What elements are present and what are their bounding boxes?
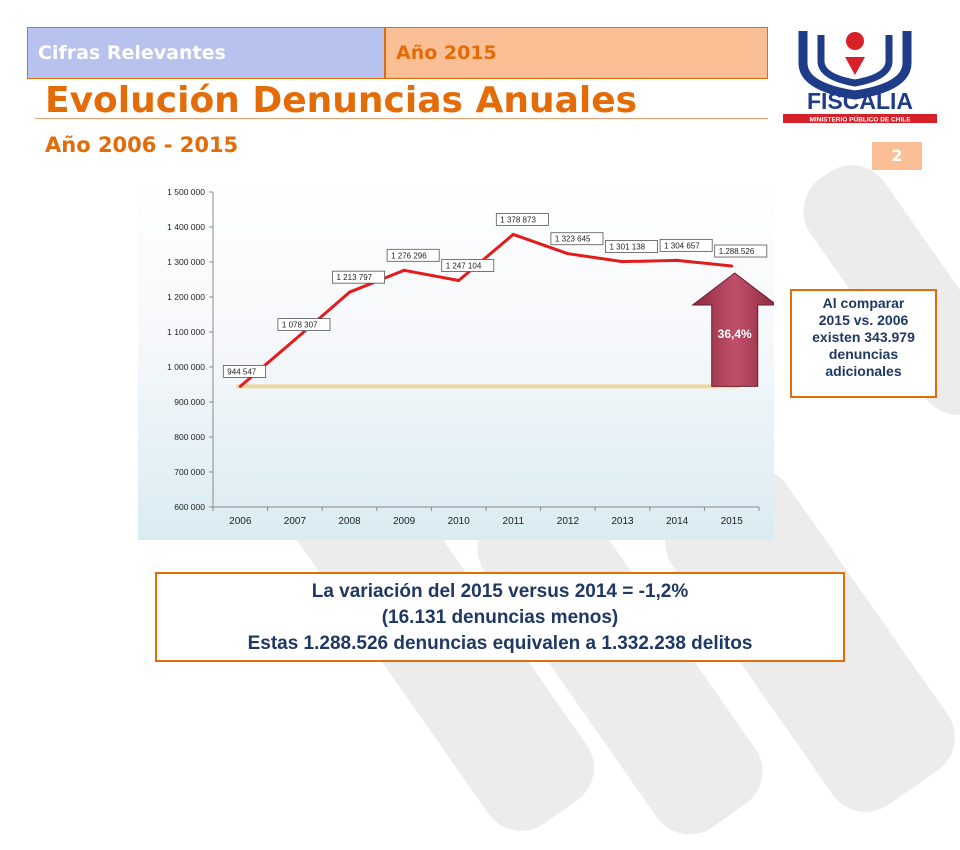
- data-label: 1 301 138: [605, 240, 658, 254]
- x-tick-label: 2011: [503, 516, 525, 527]
- data-label: 1 304 657: [659, 238, 713, 252]
- growth-arrow: [691, 272, 774, 387]
- data-label: 1 378 873: [495, 212, 549, 226]
- data-label: 1 213 797: [332, 270, 385, 284]
- x-axis: 2006 2007 2008 2009 2010 2011 2012 2013 2014 2015: [212, 506, 760, 527]
- callout-line: denuncias: [828, 346, 899, 362]
- data-point: [348, 290, 351, 294]
- x-tick-label: 2014: [666, 516, 689, 527]
- x-tick-label: 2009: [393, 516, 416, 527]
- data-label: 1 323 645: [550, 232, 604, 246]
- callout-line: Al comparar: [822, 295, 905, 311]
- data-label: 1 276 296: [386, 248, 440, 262]
- data-label-text: 1 304 657: [664, 241, 700, 250]
- data-label: 944 547: [222, 365, 267, 378]
- data-label-text: 1 323 645: [555, 235, 591, 244]
- tab-year: Año 2015: [385, 27, 768, 79]
- logo-tagline: MINISTERIO PÚBLICO DE CHILE: [809, 115, 911, 124]
- annual-complaints-chart: 600 000 700 000 800 000 900 000 1 000 000 1 1…: [138, 177, 774, 540]
- y-tick-label: 1 000 000: [167, 362, 205, 372]
- fiscalia-logo: FISCALIA MINISTERIO PÚBLICO DE CHILE: [783, 31, 937, 124]
- series-line: [239, 232, 732, 388]
- data-point: [293, 338, 297, 342]
- callout-line: adicionales: [825, 363, 902, 379]
- data-label-text: 1 378 873: [500, 215, 536, 224]
- comparison-callout: Al comparar 2015 vs. 2006 existen 343.97…: [790, 289, 937, 398]
- y-tick-label: 800 000: [174, 432, 205, 442]
- data-point: [730, 264, 734, 268]
- logo-emblem-icon: [798, 31, 912, 100]
- data-label: 1 078 307: [277, 318, 331, 331]
- data-label-text: 1 301 138: [610, 243, 646, 252]
- page-number: 2: [872, 142, 922, 170]
- data-label-text: 1 276 296: [391, 251, 427, 260]
- y-tick-label: 900 000: [174, 397, 205, 407]
- x-tick-label: 2012: [557, 516, 580, 527]
- page-title: Evolución Denuncias Anuales: [45, 80, 638, 121]
- x-tick-label: 2013: [611, 516, 634, 527]
- data-point: [511, 232, 515, 236]
- x-tick-label: 2006: [229, 516, 252, 527]
- growth-percentage-label: 36,4%: [718, 327, 752, 341]
- x-tick-label: 2010: [448, 516, 471, 527]
- data-point: [402, 268, 406, 272]
- data-point: [457, 279, 461, 283]
- data-label-text: 1 213 797: [337, 273, 373, 282]
- data-label-text: 1 247 104: [446, 262, 482, 271]
- data-point: [566, 252, 570, 256]
- page-subtitle: Año 2006 - 2015: [45, 133, 239, 157]
- x-tick-label: 2007: [284, 516, 307, 527]
- summary-box: La variación del 2015 versus 2014 = -1,2…: [155, 572, 845, 662]
- y-tick-label: 1 100 000: [167, 327, 205, 337]
- y-tick-label: 600 000: [174, 502, 205, 512]
- summary-line: Estas 1.288.526 denuncias equivalen a 1.…: [247, 633, 753, 654]
- data-label-text: 944 547: [227, 367, 256, 376]
- data-label: 1 247 104: [441, 259, 495, 272]
- y-tick-label: 1 200 000: [167, 292, 205, 302]
- y-tick-label: 1 300 000: [167, 257, 205, 267]
- summary-line: La variación del 2015 versus 2014 = -1,2…: [311, 581, 689, 602]
- y-axis: 600 000 700 000 800 000 900 000 1 000 000 1 1…: [167, 187, 214, 512]
- callout-line: 2015 vs. 2006: [818, 312, 909, 328]
- tab-cifras-relevantes: Cifras Relevantes: [27, 27, 385, 79]
- y-tick-label: 700 000: [174, 467, 205, 477]
- y-tick-label: 1 400 000: [167, 222, 205, 232]
- logo-wordmark: FISCALIA: [807, 88, 913, 114]
- callout-line: existen 343.979: [812, 329, 915, 345]
- x-tick-label: 2008: [338, 516, 361, 527]
- data-point: [675, 258, 679, 262]
- y-tick-label: 1 500 000: [167, 187, 205, 197]
- data-label-text: 1 078 307: [282, 321, 318, 330]
- title-divider: [35, 118, 768, 119]
- data-label: 1.288.526: [714, 244, 768, 258]
- summary-line: (16.131 denuncias menos): [381, 607, 619, 628]
- data-label-text: 1.288.526: [719, 247, 755, 256]
- data-point: [621, 260, 624, 264]
- x-tick-label: 2015: [721, 516, 744, 527]
- data-point: [238, 384, 242, 388]
